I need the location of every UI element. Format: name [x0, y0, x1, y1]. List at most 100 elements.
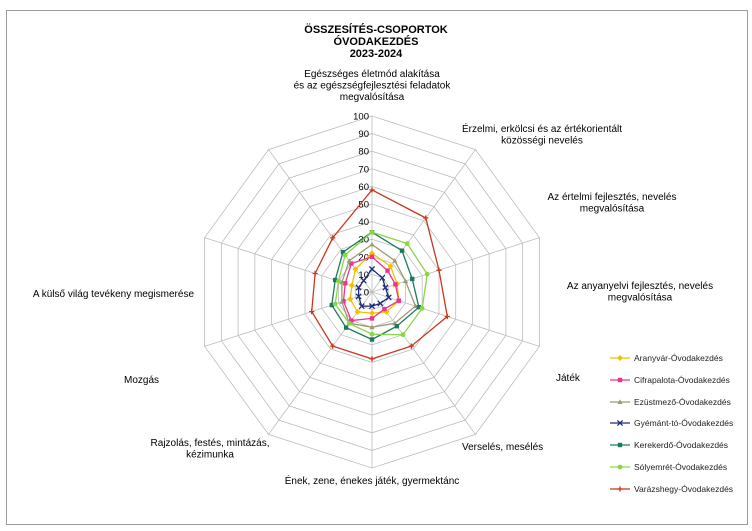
- radial-tick-label: 10: [358, 270, 369, 281]
- legend-swatch-marker: [616, 420, 624, 427]
- category-label: Mozgás: [124, 375, 159, 386]
- data-point: [369, 229, 375, 235]
- radial-tick-label: 80: [358, 147, 369, 158]
- data-point: [339, 279, 345, 285]
- data-point: [329, 302, 334, 308]
- data-point: [419, 305, 425, 311]
- data-point: [377, 300, 384, 307]
- legend-label: Varázshegy-Óvodakezdés: [634, 483, 734, 494]
- grid-spoke: [371, 149, 476, 293]
- radial-tick-label: 60: [358, 182, 369, 193]
- series-4: [329, 230, 422, 342]
- data-point: [339, 299, 345, 304]
- data-point: [392, 258, 398, 263]
- data-point: [355, 293, 362, 300]
- data-point: [368, 266, 376, 273]
- radial-tick-label: 70: [358, 164, 369, 175]
- category-label: Rajzolás, festés, mintázás, kézimunka: [151, 438, 270, 461]
- category-label-line: Játék: [556, 373, 581, 384]
- legend-swatch: [610, 398, 630, 404]
- legend-label: Cifrapalota-Óvodakezdés: [634, 374, 730, 385]
- data-point: [444, 313, 450, 320]
- category-label-line: közösségi nevelés: [501, 136, 583, 147]
- legend-swatch-marker: [616, 354, 624, 362]
- legend-swatch-marker: [617, 442, 623, 448]
- category-label-line: Verselés, mesélés: [462, 442, 543, 453]
- data-point: [332, 301, 338, 307]
- legend-item: Gyémánt-tó-Óvodakezdés: [608, 417, 748, 431]
- legend-item: Ezüstmező-Óvodakezdés: [608, 396, 748, 410]
- legend-label: Sólyemrét-Óvodakezdés: [634, 462, 728, 472]
- chart-title-line: ÖSSZESÍTÉS-CSOPORTOK: [304, 24, 448, 36]
- series-1: [341, 254, 401, 323]
- data-point: [358, 303, 365, 310]
- category-label-line: Mozgás: [124, 375, 159, 386]
- data-point: [347, 296, 354, 303]
- data-point: [309, 309, 315, 315]
- data-point: [408, 343, 414, 349]
- legend-swatch: [610, 442, 630, 448]
- category-label: Ének, zene, énekes játék, gyermektánc: [285, 474, 460, 487]
- legend-item: Varázshegy-Óvodakezdés: [608, 483, 748, 497]
- data-point: [330, 343, 336, 349]
- data-point: [341, 299, 346, 304]
- legend-item: Aranyvár-Óvodakezdés: [608, 352, 748, 366]
- category-label: Az anyanyelvi fejlesztés, nevelés megvaló…: [567, 281, 713, 304]
- legend-item: Kerekerdő-Óvodakezdés: [608, 439, 748, 453]
- data-point: [333, 277, 338, 283]
- data-point: [393, 282, 398, 287]
- category-label: Játék: [556, 373, 581, 384]
- category-label-line: Rajzolás, festés, mintázás,: [151, 438, 270, 449]
- category-label-line: Érzelmi, erkölcsi és az értékorientált: [462, 122, 622, 135]
- grid-spoke: [371, 237, 540, 293]
- grid-spoke: [268, 291, 373, 435]
- legend-swatch-marker: [617, 398, 623, 404]
- grid-spoke: [371, 291, 476, 435]
- data-point: [360, 277, 367, 284]
- data-point: [382, 306, 387, 312]
- legend-label: Ezüstmező-Óvodakezdés: [634, 396, 731, 407]
- data-point: [385, 268, 390, 273]
- chart-title-line: ÓVODAKEZDÉS: [333, 36, 419, 48]
- category-label: Verselés, mesélés: [462, 442, 543, 453]
- data-point: [343, 281, 348, 286]
- data-point: [369, 316, 375, 321]
- data-point: [404, 241, 410, 247]
- data-point: [352, 266, 359, 273]
- data-point: [424, 271, 430, 277]
- data-point: [400, 332, 406, 338]
- data-point: [346, 320, 352, 326]
- legend-swatch-marker: [617, 464, 623, 470]
- radial-tick-label: 40: [358, 217, 369, 228]
- category-label: A külső világ tevékeny megismerése: [33, 289, 195, 300]
- data-point: [342, 252, 348, 258]
- chart-frame: [6, 10, 748, 525]
- data-point: [385, 294, 392, 301]
- data-point: [379, 274, 386, 281]
- category-label-line: megvalósítása: [608, 293, 673, 304]
- legend-label: Aranyvár-Óvodakezdés: [634, 353, 723, 363]
- series-group: [309, 187, 450, 362]
- data-point: [336, 278, 341, 284]
- legend-swatch: [610, 354, 630, 362]
- legend-swatch-marker: [617, 377, 623, 382]
- data-point: [369, 331, 375, 337]
- data-point: [349, 261, 354, 266]
- radial-tick-label: 30: [358, 235, 369, 246]
- data-point: [369, 241, 375, 247]
- category-label-line: Az anyanyelvi fejlesztés, nevelés: [567, 281, 713, 292]
- radial-tick-label: 100: [353, 112, 369, 123]
- category-label: Az értelmi fejlesztés, nevelés megvalósít…: [548, 192, 677, 215]
- data-point: [369, 337, 375, 342]
- series-5: [332, 229, 430, 338]
- data-point: [399, 248, 405, 253]
- chart-title-line: 2023-2024: [349, 48, 403, 60]
- data-point: [387, 263, 394, 270]
- data-point: [416, 305, 422, 310]
- radar-grid: [204, 115, 540, 469]
- data-point: [369, 356, 375, 362]
- data-point: [368, 303, 376, 310]
- data-point: [396, 298, 401, 303]
- data-point: [410, 276, 415, 282]
